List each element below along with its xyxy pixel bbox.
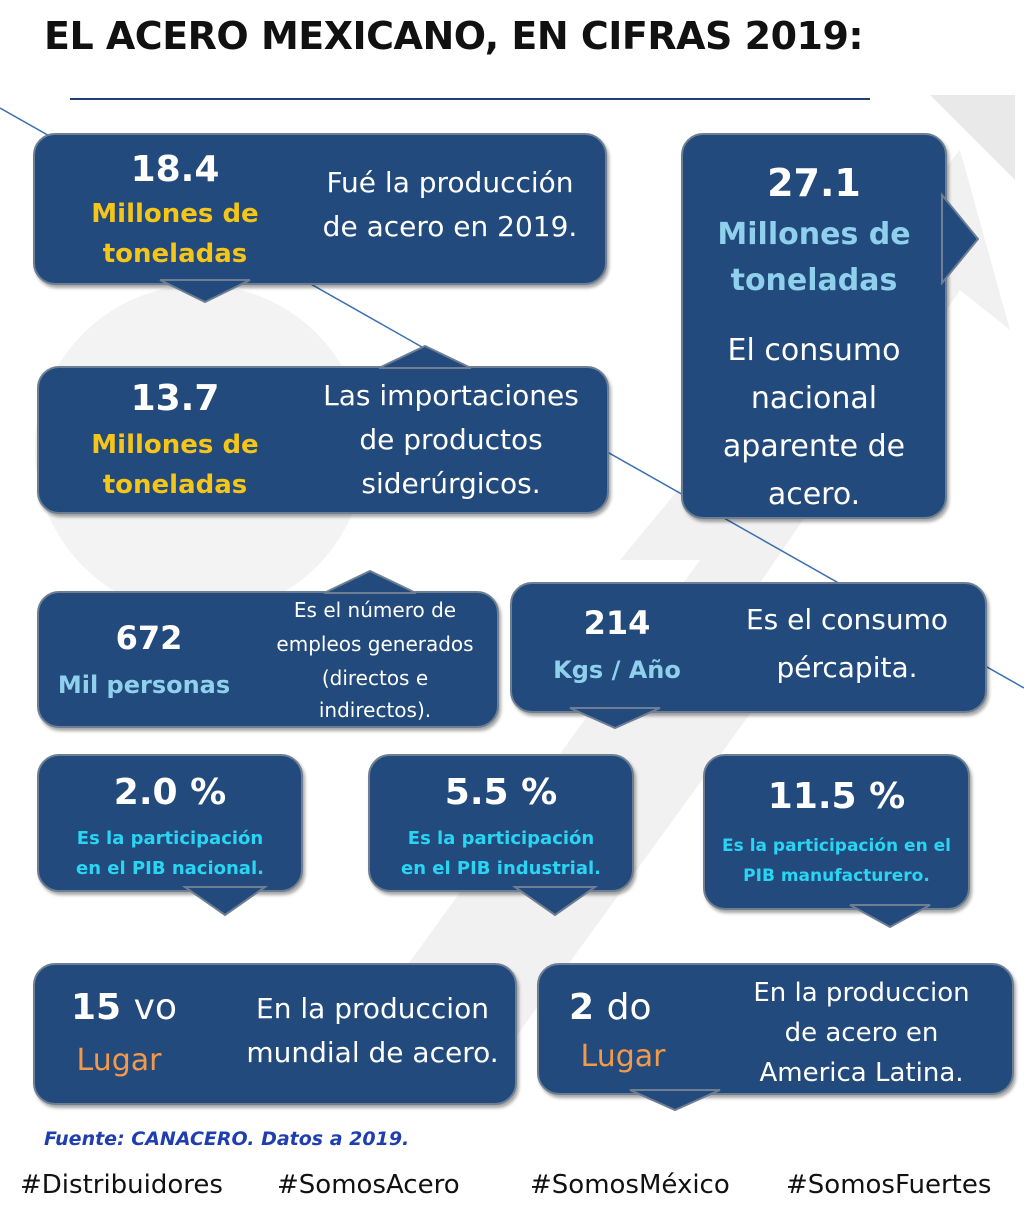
stat-consumption-card: 27.1 Millones de toneladas El consumo na… — [681, 133, 947, 519]
world-rank-unit: Lugar — [76, 1043, 162, 1078]
gdp-national-pointer — [181, 886, 269, 917]
employment-pointer — [323, 569, 417, 594]
gdp-manufacturing-desc-line1: Es la participación en el — [722, 836, 951, 856]
per-capita-unit: Kgs / Año — [553, 656, 681, 684]
imports-value: 13.7 — [130, 378, 220, 419]
employment-value: 672 — [115, 619, 183, 657]
world-rank-number: 15 vo — [55, 987, 251, 1028]
employment-desc-line4: indirectos). — [318, 698, 432, 722]
gdp-manufacturing-value: 11.5 % — [767, 776, 906, 817]
stat-gdp-national-card: 2.0 % Es la participación en el PIB naci… — [37, 754, 303, 892]
employment-desc-line1: Es el número de — [293, 598, 457, 622]
consumption-desc-line2: nacional — [750, 381, 878, 416]
latam-rank-value: 2 — [569, 987, 595, 1028]
imports-desc-line3: siderúrgicos. — [361, 467, 541, 500]
stat-employment-card: 672 Mil personas Es el número de empleos… — [37, 569, 499, 728]
latam-rank-desc-line3: America Latina. — [759, 1058, 964, 1088]
production-unit-line1: Millones de — [91, 199, 259, 229]
world-rank-desc-line2: mundial de acero. — [246, 1036, 499, 1069]
world-rank-value: 15 — [71, 987, 122, 1028]
consumption-unit-line2: toneladas — [730, 263, 898, 298]
gdp-national-desc-line1: Es la participación — [76, 828, 264, 849]
latam-rank-suffix: do — [606, 987, 652, 1028]
title-underline — [70, 98, 870, 100]
imports-desc-line2: de productos — [359, 423, 543, 456]
imports-unit-line2: toneladas — [102, 470, 248, 500]
stat-gdp-industrial-card: 5.5 % Es la participación en el PIB indu… — [368, 754, 634, 892]
stat-gdp-manufacturing-card: 11.5 % Es la participación en el PIB man… — [703, 754, 970, 910]
latam-rank-desc-line1: En la produccion — [753, 978, 970, 1008]
per-capita-value: 214 — [583, 604, 651, 642]
production-pointer — [159, 279, 251, 304]
consumption-desc-line3: aparente de — [722, 429, 906, 464]
gdp-manufacturing-desc-line2: PIB manufacturero. — [743, 866, 930, 886]
employment-unit: Mil personas — [57, 671, 231, 699]
per-capita-desc-line2: pércapita. — [776, 651, 918, 684]
consumption-desc-line1: El consumo — [727, 333, 901, 368]
stat-production-card: 18.4 Millones de toneladas Fué la produc… — [33, 133, 607, 285]
latam-rank-number: 2 do — [569, 987, 699, 1028]
production-desc-line1: Fué la producción — [326, 166, 574, 199]
stat-latam-rank-card: 2 do Lugar En la produccion de acero en … — [537, 963, 1014, 1095]
gdp-national-desc-line2: en el PIB nacional. — [76, 858, 264, 879]
production-value: 18.4 — [130, 149, 220, 190]
consumption-pointer — [941, 192, 980, 286]
employment-desc-line3: (directos e — [321, 666, 429, 690]
imports-desc-line1: Las importaciones — [323, 379, 579, 412]
consumption-desc-line4: acero. — [767, 477, 861, 512]
latam-rank-pointer — [629, 1089, 721, 1112]
source-note: Fuente: CANACERO. Datos a 2019. — [44, 1128, 410, 1150]
gdp-manufacturing-pointer — [849, 904, 931, 929]
stat-per-capita-card: 214 Kgs / Año Es el consumo pércapita. — [510, 582, 987, 713]
consumption-value: 27.1 — [767, 161, 861, 205]
stat-world-rank-card: 15 vo Lugar En la produccion mundial de … — [33, 963, 517, 1105]
page-title: EL ACERO MEXICANO, EN CIFRAS 2019: — [44, 14, 864, 58]
production-desc-line2: de acero en 2019. — [322, 210, 578, 243]
hashtag-somosmexico[interactable]: #SomosMéxico — [530, 1170, 730, 1200]
world-rank-desc-line1: En la produccion — [256, 992, 489, 1025]
gdp-industrial-pointer — [511, 886, 599, 917]
latam-rank-unit: Lugar — [580, 1039, 666, 1074]
hashtag-distribuidores[interactable]: #Distribuidores — [20, 1170, 223, 1200]
hashtag-somosacero[interactable]: #SomosAcero — [277, 1170, 460, 1200]
gdp-national-value: 2.0 % — [113, 772, 227, 813]
imports-unit-line1: Millones de — [91, 430, 259, 460]
latam-rank-desc-line2: de acero en — [784, 1018, 939, 1048]
production-unit-line2: toneladas — [102, 239, 248, 269]
employment-desc-line2: empleos generados — [276, 632, 474, 656]
hashtag-row: #Distribuidores #SomosAcero #SomosMéxico… — [0, 1170, 1024, 1210]
stat-imports-card: 13.7 Millones de toneladas Las importaci… — [37, 344, 609, 514]
per-capita-pointer — [569, 707, 661, 730]
per-capita-desc-line1: Es el consumo — [745, 603, 949, 636]
gdp-industrial-desc-line1: Es la participación — [407, 828, 595, 849]
consumption-unit-line1: Millones de — [717, 217, 911, 252]
gdp-industrial-value: 5.5 % — [444, 772, 558, 813]
hashtag-somosfuertes[interactable]: #SomosFuertes — [786, 1170, 992, 1200]
world-rank-suffix: vo — [133, 987, 177, 1028]
imports-pointer — [378, 344, 472, 369]
gdp-industrial-desc-line2: en el PIB industrial. — [400, 858, 601, 879]
